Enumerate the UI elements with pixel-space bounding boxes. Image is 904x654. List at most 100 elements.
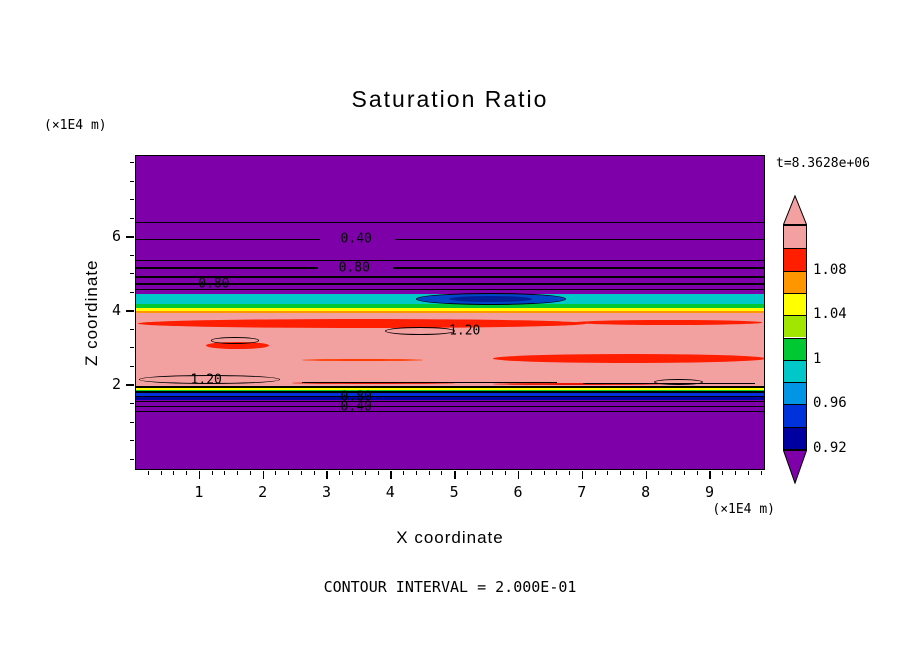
y-minor-tick (130, 458, 134, 460)
x-minor-tick (569, 471, 571, 475)
x-minor-tick (377, 471, 379, 475)
contour-fill-band (136, 389, 764, 392)
colorbar-label: 1.08 (813, 261, 847, 278)
y-major-tick (126, 310, 134, 312)
x-minor-tick (403, 471, 405, 475)
contour-fill-band (136, 304, 764, 308)
x-minor-tick (556, 471, 558, 475)
x-minor-tick (479, 471, 481, 475)
x-tick-label: 1 (194, 483, 204, 501)
x-minor-tick (300, 471, 302, 475)
x-axis-title: X coordinate (396, 528, 504, 547)
x-minor-tick (275, 471, 277, 475)
contour-line (136, 238, 320, 240)
x-minor-tick (492, 471, 494, 475)
contour-label: 1.20 (449, 323, 481, 339)
contour-line (136, 276, 764, 278)
colorbar-segment (784, 292, 806, 316)
x-major-tick (645, 471, 648, 479)
contour-label: 0.80 (198, 276, 230, 292)
y-minor-tick (130, 162, 134, 164)
colorbar-label: 0.92 (813, 440, 847, 456)
x-minor-tick (696, 471, 698, 475)
x-axis-unit-label: (×1E4 m) (712, 502, 775, 517)
x-minor-tick (186, 471, 188, 475)
x-major-tick (454, 471, 456, 479)
colorbar-segment (784, 226, 806, 249)
x-minor-tick (594, 471, 596, 475)
contour-interval-note: CONTOUR INTERVAL = 2.000E-01 (323, 578, 577, 596)
contour-line (136, 221, 764, 224)
x-minor-tick (147, 471, 149, 475)
contour-line (136, 288, 764, 290)
x-minor-tick (415, 471, 417, 475)
contour-label: 1.20 (190, 372, 222, 388)
y-minor-tick (130, 254, 134, 256)
colorbar-segment (784, 426, 806, 449)
colorbar-segment (784, 315, 806, 338)
y-tick-label: 6 (111, 227, 121, 246)
x-tick-label: 5 (449, 483, 459, 501)
x-minor-tick (441, 471, 443, 475)
colorbar-body (783, 225, 807, 450)
contour-ellipse (139, 375, 280, 384)
colorbar-label: 1 (813, 350, 822, 367)
colorbar-label: 0.96 (813, 395, 847, 412)
y-minor-tick (130, 403, 134, 404)
x-minor-tick (313, 471, 315, 475)
y-major-tick (126, 384, 134, 386)
colorbar-segment (784, 270, 806, 293)
contour-line (136, 405, 764, 408)
y-minor-tick (130, 440, 134, 442)
y-minor-tick (130, 365, 134, 367)
x-tick-label: 6 (513, 483, 523, 501)
x-minor-tick (249, 471, 251, 475)
x-major-tick (581, 471, 584, 479)
contour-line (301, 381, 558, 384)
contour-line (136, 395, 764, 398)
contour-fill-band (136, 388, 764, 390)
x-tick-label: 9 (704, 483, 714, 501)
contour-line (392, 267, 764, 269)
colorbar-segment (784, 382, 806, 405)
x-major-tick (326, 471, 328, 479)
colorbar-top-arrow-icon (783, 195, 807, 225)
colorbar-segment (784, 248, 806, 271)
contour-line (136, 391, 764, 393)
y-tick-label: 4 (111, 301, 121, 320)
x-tick-label: 8 (641, 483, 651, 501)
high-saturation-streak (301, 358, 424, 362)
high-saturation-streak (493, 353, 764, 363)
contour-ellipse (654, 378, 703, 385)
y-minor-tick (130, 273, 134, 275)
contour-line (136, 400, 764, 403)
y-minor-tick (130, 180, 134, 182)
x-major-tick (198, 471, 201, 479)
colorbar-segment (784, 337, 806, 360)
y-minor-tick (130, 199, 134, 201)
x-minor-tick (722, 471, 724, 475)
plot-area: 0.40 0.80 0.80 1.20 1.20 0.80 0.40 (135, 155, 765, 470)
x-minor-tick (683, 471, 685, 475)
x-minor-tick (760, 471, 762, 475)
x-minor-tick (160, 471, 162, 475)
colorbar-segment (784, 404, 806, 427)
contour-line (394, 238, 764, 240)
plot-title: Saturation Ratio (351, 86, 549, 112)
x-tick-label: 2 (258, 483, 268, 501)
contour-label: 0.80 (338, 260, 370, 276)
contour-ellipse (384, 327, 456, 336)
x-minor-tick (428, 471, 430, 475)
y-tick-label: 2 (111, 375, 121, 394)
x-major-tick (517, 471, 520, 479)
contour-label: 0.40 (340, 231, 372, 247)
contour-fill-band (136, 307, 764, 311)
y-minor-tick (130, 217, 134, 219)
x-minor-tick (211, 471, 213, 475)
y-minor-tick (130, 328, 134, 330)
x-minor-tick (339, 471, 341, 475)
x-minor-tick (671, 471, 673, 475)
x-major-tick (390, 471, 392, 479)
x-minor-tick (735, 471, 736, 475)
x-minor-tick (543, 471, 545, 475)
